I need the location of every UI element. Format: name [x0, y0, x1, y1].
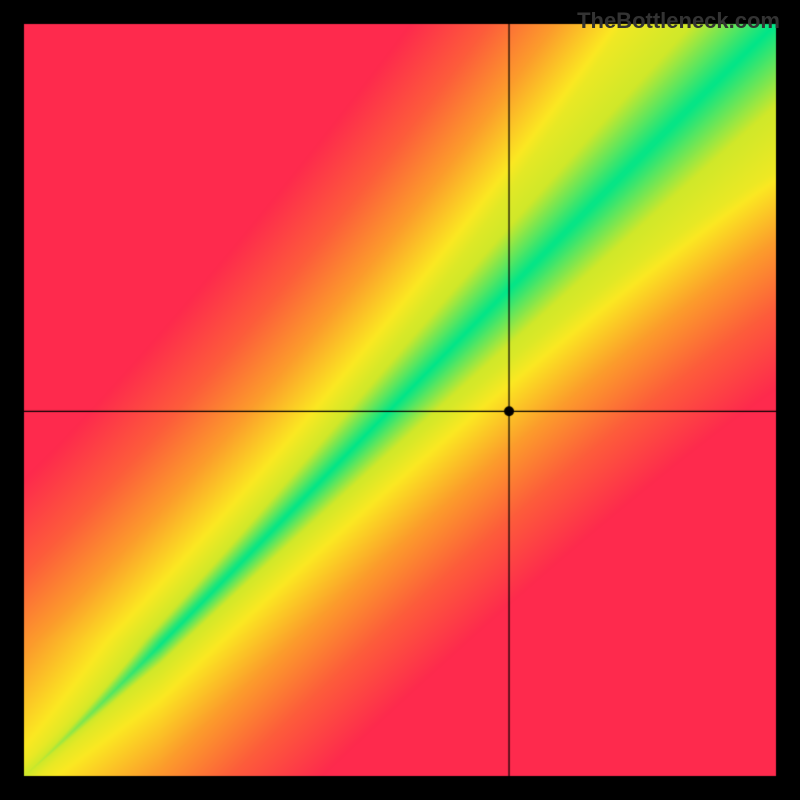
- watermark-text: TheBottleneck.com: [577, 8, 780, 34]
- heatmap-canvas: [0, 0, 800, 800]
- chart-container: TheBottleneck.com: [0, 0, 800, 800]
